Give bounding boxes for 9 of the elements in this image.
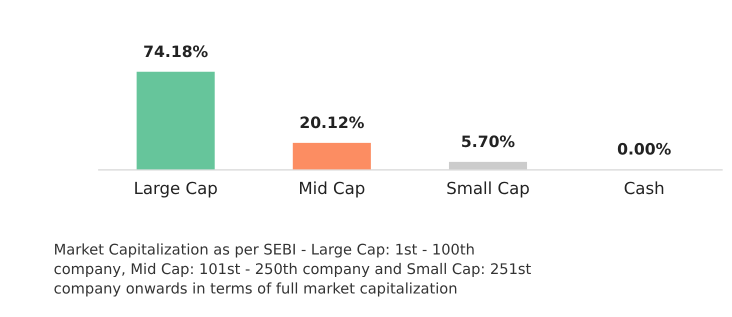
x-tick-label: Large Cap <box>134 179 218 198</box>
data-label: 5.70% <box>460 133 516 152</box>
x-tick-label: Cash <box>624 179 665 198</box>
data-label: 74.18% <box>143 43 209 62</box>
data-label: 0.00% <box>617 140 672 159</box>
x-tick-label: Small Cap <box>446 179 530 198</box>
text: Market Capitalization as per SEBI - Large Cap: 1st - 100th company, Mid Cap: 101st - 250th company and Small Cap: 251st company onwards in terms of full market capitalization <box>54 241 532 298</box>
data-label: 20.12% <box>299 114 365 132</box>
x-tick-label: Mid Cap <box>298 179 366 198</box>
